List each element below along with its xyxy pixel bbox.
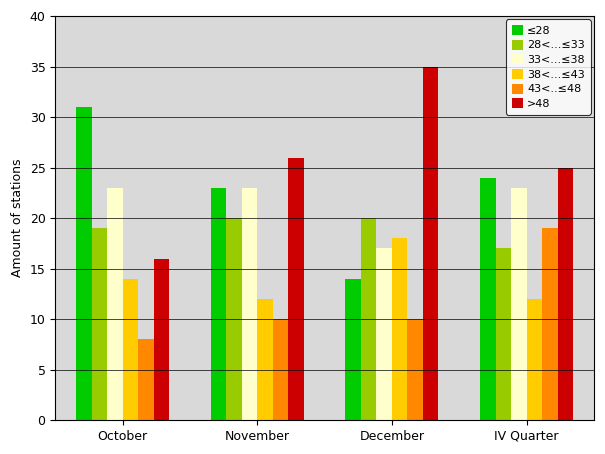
Bar — [542, 228, 558, 420]
Bar — [495, 248, 511, 420]
Bar — [273, 319, 288, 420]
Bar — [226, 218, 242, 420]
Bar — [154, 258, 169, 420]
Legend: ≤28, 28<...≤33, 33<...≤38, 38<...≤43, 43<..≤48, >48: ≤28, 28<...≤33, 33<...≤38, 38<...≤43, 43… — [506, 20, 590, 115]
Bar — [407, 319, 423, 420]
Bar — [376, 248, 392, 420]
Bar — [511, 188, 526, 420]
Bar — [257, 299, 273, 420]
Bar — [526, 299, 542, 420]
Bar — [91, 228, 107, 420]
Bar — [123, 279, 138, 420]
Bar — [211, 188, 226, 420]
Y-axis label: Amount of stations: Amount of stations — [11, 159, 24, 277]
Bar — [361, 218, 376, 420]
Bar — [288, 158, 304, 420]
Bar — [76, 107, 91, 420]
Bar — [138, 339, 154, 420]
Bar — [345, 279, 361, 420]
Bar — [392, 238, 407, 420]
Bar — [558, 168, 573, 420]
Bar — [423, 67, 439, 420]
Bar — [242, 188, 257, 420]
Bar — [480, 178, 495, 420]
Bar — [107, 188, 123, 420]
